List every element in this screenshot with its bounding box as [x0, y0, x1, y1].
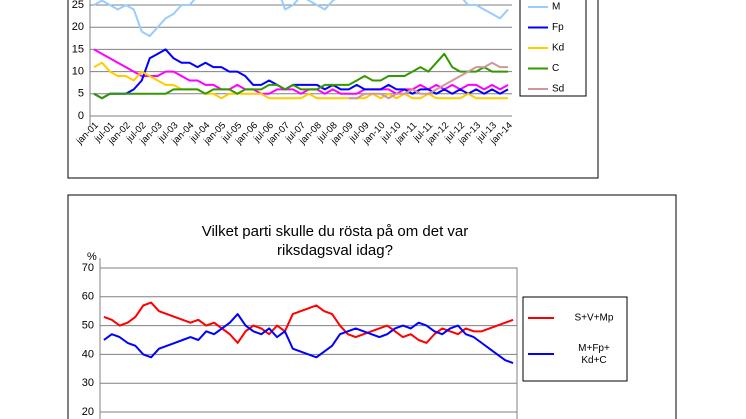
y-tick-label: 30: [82, 377, 94, 389]
y-tick-label: 70: [82, 262, 94, 274]
chart-title: Vilket parti skulle du rösta på om det v…: [201, 223, 469, 259]
legend-label: M: [552, 2, 560, 13]
y-tick-label: 20: [82, 406, 94, 418]
y-tick-label: 40: [82, 348, 94, 360]
y-tick-label: 25: [72, 0, 84, 11]
series-line: [93, 52, 509, 100]
y-tick-label: 50: [82, 320, 94, 332]
legend-label: S+V+Mp: [575, 313, 614, 324]
y-tick-label: 60: [82, 291, 94, 303]
series-line: [93, 61, 509, 100]
chart-frame: [67, 194, 677, 419]
y-axis-label: %: [87, 251, 97, 263]
y-tick-label: 5: [78, 88, 84, 100]
legend-box: [522, 296, 628, 382]
series-line: [348, 61, 509, 100]
series-line: [93, 0, 509, 38]
series-line: [93, 48, 509, 95]
legend-label: Sd: [552, 84, 564, 95]
legend-label: M+Fp+ Kd+C: [578, 343, 610, 366]
legend-label: C: [552, 63, 559, 74]
series-line: [93, 48, 509, 100]
y-tick-label: 10: [72, 66, 84, 78]
y-tick-label: 15: [72, 43, 84, 55]
legend-label: Kd: [552, 43, 564, 54]
y-tick-label: 0: [78, 110, 84, 122]
chart-frame: [67, 0, 599, 179]
y-tick-label: 20: [72, 21, 84, 33]
series-line: [103, 301, 514, 344]
plot-area: [99, 267, 518, 419]
series-line: [103, 313, 514, 364]
legend-label: Fp: [552, 22, 564, 33]
